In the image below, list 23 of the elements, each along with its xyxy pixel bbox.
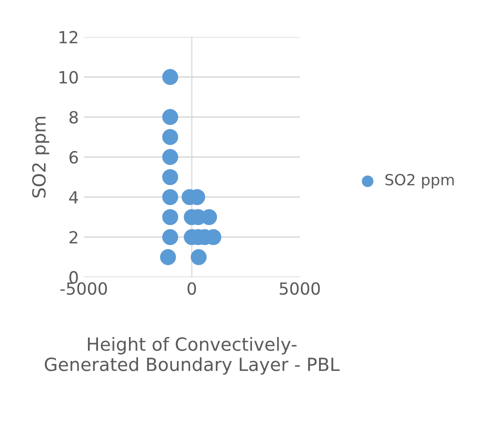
- point: [162, 109, 178, 125]
- point: [162, 169, 178, 186]
- x-axis-title: Height of Convectively- Generated Boundary Layer - PBL: [44, 336, 340, 375]
- y-tick-label: 8: [69, 110, 78, 124]
- y-tick-label: 0: [69, 271, 78, 284]
- y-tick-label: 2: [70, 231, 78, 244]
- point: [162, 209, 178, 226]
- point: [190, 249, 207, 266]
- y-tick-label: 4: [69, 191, 78, 204]
- legend-label: SO2 ppm: [385, 174, 454, 188]
- x-tick-label: 0: [188, 282, 196, 295]
- point: [160, 249, 176, 266]
- y-tick-label: 12: [60, 30, 78, 44]
- x-tick-label: 5000: [280, 282, 320, 295]
- point: [162, 69, 178, 85]
- point: [162, 149, 178, 166]
- y-tick-label: 10: [60, 70, 78, 84]
- point: [162, 129, 178, 146]
- point: [162, 229, 178, 246]
- y-tick-label: 6: [70, 151, 78, 164]
- x-tick-label: -5000: [60, 282, 107, 295]
- y-axis-title: SO2 ppm: [32, 116, 50, 198]
- point: [162, 189, 178, 206]
